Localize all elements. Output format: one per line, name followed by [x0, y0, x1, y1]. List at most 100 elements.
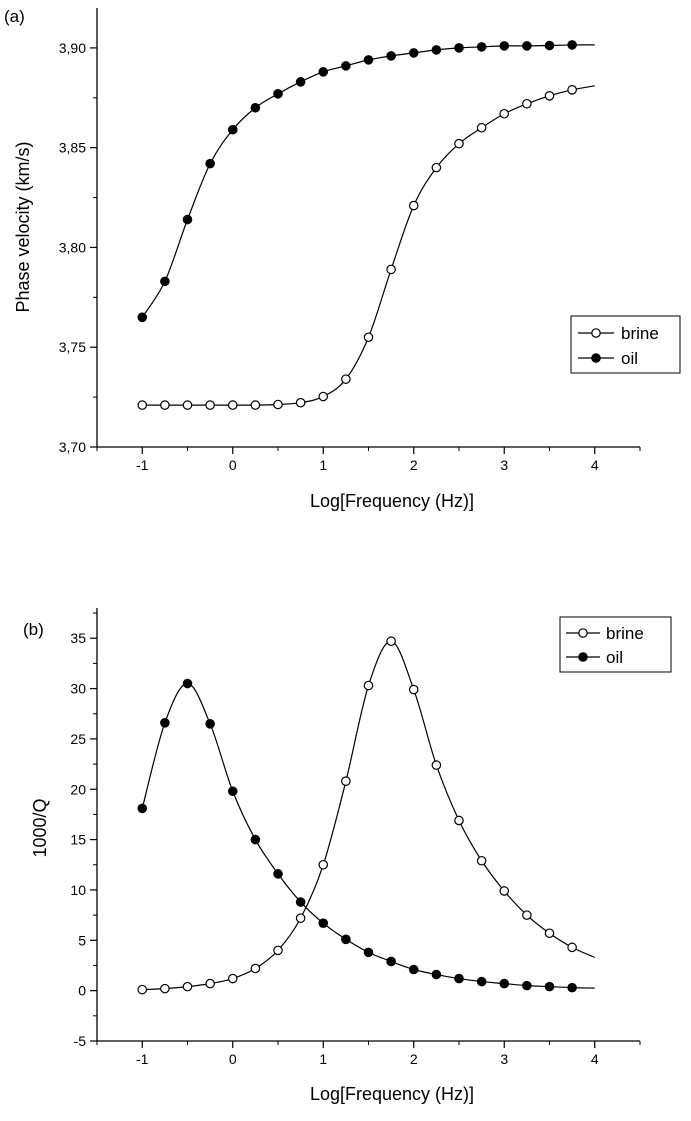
panel-a-brine-point — [544, 91, 555, 101]
panel-b-oil-point — [205, 719, 215, 729]
panel-a-legend-oil-marker-icon — [591, 353, 601, 363]
panel-b-legend-oil-label: oil — [606, 648, 623, 667]
panel-b-legend: brine oil — [559, 616, 672, 673]
panel-b-oil-point — [408, 964, 419, 975]
panel-b-y-tick-label: 15 — [70, 832, 86, 848]
panel-b-oil-point — [454, 973, 464, 984]
panel-a-brine-point — [386, 264, 396, 275]
panel-b-oil-point — [227, 786, 238, 797]
panel-b-x-tick-label: 1 — [319, 1051, 327, 1067]
panel-a-oil-point — [160, 276, 170, 287]
panel-b-brine-point — [318, 859, 329, 870]
panel-b-y-tick-label: 30 — [70, 681, 86, 697]
panel-b-oil-point — [160, 717, 170, 728]
panel-a-legend-brine-marker-icon — [591, 328, 601, 338]
panel-a-brine-point — [567, 85, 577, 95]
panel-a-y-tick-label: 3,80 — [59, 239, 86, 255]
panel-b-curves — [141, 640, 595, 991]
panel-a-brine-point — [250, 400, 261, 410]
panel-a-oil-point — [408, 48, 419, 58]
panel-a-oil-point — [227, 124, 238, 135]
panel-b-brine-point — [182, 981, 193, 992]
panel-b-brine-point — [386, 636, 396, 647]
panel-b-oil-point — [522, 980, 532, 991]
panel-a-y-tick-label: 3,75 — [59, 339, 86, 355]
panel-b-y-tick-label: 25 — [70, 731, 86, 747]
panel-b-brine-point — [295, 913, 306, 923]
panel-a-x-tick-label: 4 — [591, 457, 599, 473]
panel-a-oil-point — [476, 42, 487, 52]
panel-b-oil-point — [567, 982, 577, 993]
panel-a-markers — [137, 40, 577, 410]
panel-a-brine-point — [341, 374, 351, 384]
panel-b-brine-point — [227, 973, 238, 984]
panel-b-legend-brine-label: brine — [606, 624, 644, 643]
panel-b-brine-point — [341, 776, 351, 786]
panel-a-oil-point — [567, 40, 577, 50]
panel-a-brine-point — [227, 400, 238, 410]
panel-a-brine-point — [273, 399, 283, 410]
panel-b-label: (b) — [23, 620, 44, 639]
panel-b-brine-point — [408, 684, 419, 695]
panel-b-brine-point — [499, 886, 510, 896]
panel-b-y-tick-label: 35 — [70, 630, 86, 646]
panel-a-brine-point — [454, 138, 464, 149]
panel-b-axes: -1 0 1 2 3 4 -5 0 5 10 15 20 25 30 35 — [70, 608, 641, 1067]
panel-b-oil-point — [182, 678, 193, 689]
panel-b-brine-point — [250, 963, 261, 974]
panel-b-chart: -1 0 1 2 3 4 -5 0 5 10 15 20 25 30 35 (b) Log[Frequenc… — [23, 608, 672, 1104]
panel-a-y-axis-title: Phase velocity (km/s) — [13, 141, 33, 312]
panel-a-oil-point — [544, 40, 555, 51]
panel-a-brine-point — [363, 332, 374, 343]
panel-a-oil-point — [386, 51, 396, 61]
panel-a-brine-point — [295, 397, 306, 408]
panel-b-legend-brine-marker-icon — [578, 628, 588, 638]
panel-a-brine-point — [160, 400, 170, 410]
panel-a-brine-point — [431, 162, 442, 173]
panel-a-legend: brine oil — [570, 315, 681, 374]
panel-b-brine-point — [363, 680, 374, 691]
panel-b-brine-point — [544, 928, 555, 939]
panel-b-oil-point — [499, 978, 510, 989]
panel-b-x-tick-label: 3 — [500, 1051, 508, 1067]
panel-b-x-tick-label: 2 — [410, 1051, 418, 1067]
panel-b-x-tick-label: 0 — [229, 1051, 237, 1067]
panel-a-curves — [141, 44, 595, 406]
panel-a-oil-point — [522, 41, 532, 51]
panel-b-oil-line — [141, 682, 595, 989]
panel-b-brine-point — [522, 910, 532, 920]
panel-a-brine-line — [142, 85, 595, 406]
panel-a-brine-point — [476, 122, 487, 133]
panel-b-oil-point — [295, 897, 306, 907]
panel-a-oil-point — [250, 102, 261, 113]
panel-b-brine-point — [273, 945, 283, 956]
panel-b-y-tick-label: 20 — [70, 781, 86, 797]
panel-b-legend-box — [559, 616, 672, 673]
panel-a-oil-point — [341, 61, 351, 71]
panel-b-brine-point — [454, 815, 464, 826]
panel-b-x-tick-label: 4 — [591, 1051, 599, 1067]
panel-a-x-tick-label: 3 — [500, 457, 508, 473]
panel-b-legend-oil-marker-icon — [578, 652, 588, 662]
panel-b-oil-point — [544, 981, 555, 992]
panel-b-y-tick-label: 0 — [78, 983, 86, 999]
panel-a-brine-point — [522, 98, 532, 109]
panel-a-brine-point — [137, 400, 148, 410]
panel-b-x-tick-label: -1 — [136, 1051, 149, 1067]
panel-a-oil-point — [273, 89, 283, 99]
panel-a-oil-point — [499, 41, 510, 51]
panel-b-oil-point — [250, 834, 261, 845]
panel-a-chart: -1 0 1 2 3 4 3,70 3,75 3,80 3,85 3,90 (a) Log[Freq… — [4, 7, 681, 511]
panel-a-y-tick-label: 3,85 — [59, 140, 86, 156]
panel-a-oil-line — [141, 44, 595, 318]
panel-b-brine-point — [567, 942, 577, 953]
panel-b-markers — [137, 636, 577, 995]
panel-b-oil-point — [273, 869, 283, 879]
panel-b-brine-point — [431, 760, 442, 770]
panel-b-y-tick-label: 5 — [78, 932, 86, 948]
panel-a-legend-box — [570, 315, 681, 374]
panel-b-oil-point — [363, 947, 374, 958]
panel-a-legend-brine-label: brine — [621, 324, 659, 343]
panel-b-oil-point — [341, 934, 351, 945]
panel-b-oil-point — [476, 976, 487, 987]
